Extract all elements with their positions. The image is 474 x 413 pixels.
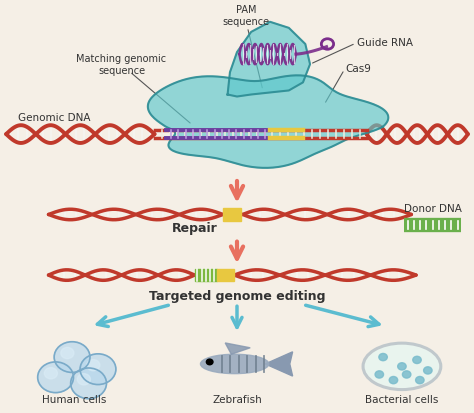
Polygon shape (148, 76, 388, 169)
Text: Genomic DNA: Genomic DNA (18, 112, 91, 122)
Circle shape (206, 359, 213, 365)
Circle shape (389, 377, 398, 384)
Circle shape (424, 367, 432, 374)
Text: Bacterial cells: Bacterial cells (365, 394, 438, 404)
Text: Cas9: Cas9 (346, 64, 371, 74)
Circle shape (375, 371, 383, 378)
Circle shape (402, 371, 411, 378)
Circle shape (87, 360, 100, 371)
Text: Human cells: Human cells (42, 394, 107, 404)
Circle shape (416, 377, 424, 384)
Circle shape (398, 363, 406, 370)
Bar (217, 269, 234, 281)
Ellipse shape (363, 343, 441, 389)
Text: Repair: Repair (172, 222, 218, 235)
Bar (223, 209, 241, 221)
Text: Matching genomic
sequence: Matching genomic sequence (76, 54, 167, 76)
Circle shape (80, 354, 116, 385)
Bar (195, 269, 217, 281)
Circle shape (61, 347, 74, 359)
Text: Guide RNA: Guide RNA (357, 38, 413, 48)
Circle shape (54, 342, 90, 373)
Circle shape (77, 374, 91, 385)
Ellipse shape (201, 354, 269, 374)
Text: PAM
sequence: PAM sequence (223, 5, 270, 27)
Polygon shape (265, 352, 292, 376)
Text: Targeted genome editing: Targeted genome editing (149, 289, 325, 302)
Circle shape (44, 368, 57, 379)
Polygon shape (228, 23, 310, 97)
Circle shape (379, 354, 387, 361)
Circle shape (37, 362, 73, 393)
Text: Zebrafish: Zebrafish (212, 394, 262, 404)
Circle shape (413, 356, 421, 364)
Circle shape (71, 368, 107, 399)
Text: Donor DNA: Donor DNA (404, 203, 462, 213)
Polygon shape (225, 343, 250, 354)
